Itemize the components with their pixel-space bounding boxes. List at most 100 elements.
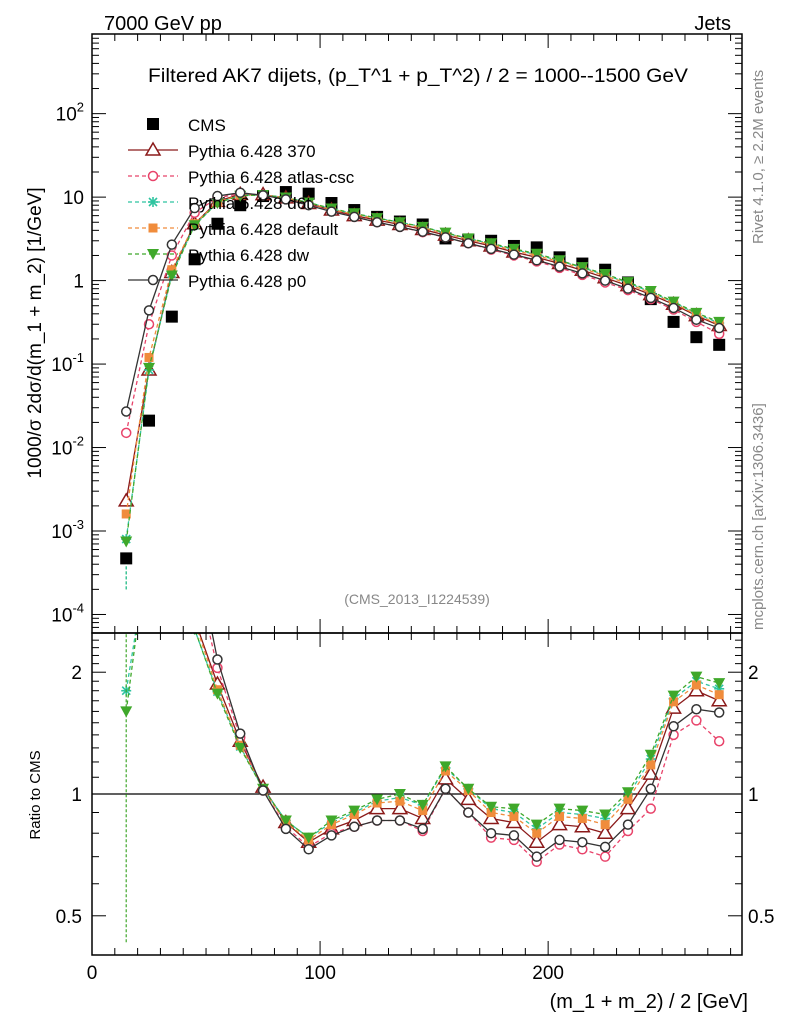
star-stroke — [148, 197, 158, 207]
ratio-point-pythia-6-428-default — [577, 813, 587, 823]
ratio-point-pythia-6-428-370 — [142, 543, 156, 555]
ratio-point-pythia-6-428-default — [646, 760, 656, 770]
main-plot-title: Filtered AK7 dijets, (p_T^1 + p_T^2) / 2… — [148, 66, 688, 87]
legend-marker — [148, 197, 158, 207]
ratio-point-pythia-6-428-dw — [143, 533, 155, 544]
ratio-point-pythia-6-428-default — [555, 811, 565, 821]
main-point-pythia-6-428-dw — [143, 362, 156, 374]
ratio-point-pythia-6-428-370 — [414, 809, 432, 825]
ratio-point-pythia-6-428-dw — [393, 789, 406, 800]
main-point-cms — [188, 253, 201, 266]
main-point-pythia-6-428-p0 — [120, 406, 132, 417]
ratio-point-pythia-6-428-p0 — [554, 834, 565, 846]
ratio-point-pythia-6-428-p0 — [190, 542, 199, 551]
ratio-point-pythia-6-428-default — [714, 690, 724, 700]
ratio-point-pythia-6-428-default — [145, 484, 154, 493]
ratio-point-pythia-6-428-d6t — [144, 545, 154, 555]
ratio-y-tick-label: 2 — [71, 663, 82, 684]
star-stroke — [168, 586, 176, 594]
ratio-point-pythia-6-428-dw — [371, 794, 384, 806]
main-point-pythia-6-428-p0 — [280, 194, 292, 205]
ratio-point-pythia-6-428-dw — [553, 803, 566, 815]
ratio-point-pythia-6-428-default — [509, 811, 519, 821]
ratio-point-pythia-6-428-dw — [644, 749, 657, 761]
main-point-pythia-6-428-p0 — [554, 261, 565, 272]
analysis-label: (CMS_2013_I1224539) — [344, 591, 490, 607]
main-point-cms — [667, 315, 680, 328]
ratio-point-pythia-6-428-370 — [391, 800, 409, 815]
legend-label: Pythia 6.428 dw — [188, 246, 310, 265]
ratio-point-pythia-6-428-370 — [188, 612, 202, 624]
main-y-axis-label: 1000/σ 2dσ/d(m_1 + m_2) [1/GeV] — [25, 187, 46, 478]
main-point-pythia-6-428-p0 — [349, 211, 360, 223]
ratio-point-pythia-6-428-p0 — [122, 79, 131, 88]
legend-marker — [147, 118, 159, 130]
ratio-point-pythia-6-428-p0 — [485, 827, 497, 839]
ratio-point-pythia-6-428-dw — [507, 803, 520, 815]
ratio-point-pythia-6-428-atlas-csc — [167, 493, 176, 502]
main-point-cms — [143, 414, 156, 427]
main-point-pythia-6-428-dw — [576, 262, 589, 274]
ratio-point-pythia-6-428-dw — [211, 688, 224, 700]
ratio-point-pythia-6-428-dw — [439, 761, 452, 773]
main-point-pythia-6-428-p0 — [371, 217, 383, 228]
source-label: mcplots.cern.ch [arXiv:1306.3436] — [750, 403, 767, 630]
main-point-cms — [211, 217, 224, 230]
ratio-point-pythia-6-428-dw — [599, 809, 612, 821]
y-tick-label: 1 — [73, 272, 84, 293]
ratio-y-tick-label: 1 — [71, 785, 82, 806]
ratio-point-pythia-6-428-p0 — [326, 830, 337, 841]
ratio-point-pythia-6-428-370 — [574, 818, 591, 833]
star-stroke — [145, 546, 153, 554]
main-point-pythia-6-428-p0 — [440, 232, 451, 243]
ratio-point-pythia-6-428-default — [669, 697, 679, 707]
category-label: Jets — [694, 13, 731, 35]
main-point-pythia-6-428-dw — [667, 296, 680, 308]
main-point-pythia-6-428-dw — [165, 270, 178, 282]
ratio-point-pythia-6-428-p0 — [577, 836, 588, 848]
ratio-point-pythia-6-428-p0 — [440, 783, 451, 795]
ratio-point-pythia-6-428-dw — [302, 832, 315, 844]
ratio-point-pythia-6-428-atlas-csc — [713, 736, 725, 747]
legend-marker — [144, 141, 162, 156]
main-point-pythia-6-428-p0 — [463, 238, 474, 249]
ratio-point-pythia-6-428-dw — [690, 671, 703, 683]
legend-label: Pythia 6.428 atlas-csc — [188, 168, 355, 187]
main-point-pythia-6-428-p0 — [143, 305, 155, 316]
ratio-point-pythia-6-428-370 — [551, 816, 568, 831]
main-point-cms — [713, 338, 726, 351]
main-point-pythia-6-428-p0 — [691, 314, 702, 325]
main-point-pythia-6-428-dw — [530, 248, 543, 260]
rivet-version-label: Rivet 4.1.0, ≥ 2.2M events — [750, 70, 767, 244]
main-point-pythia-6-428-p0 — [645, 292, 657, 304]
ratio-point-pythia-6-428-p0 — [417, 823, 428, 835]
main-point-pythia-6-428-p0 — [508, 249, 520, 260]
main-point-pythia-6-428-p0 — [599, 275, 611, 286]
ratio-point-pythia-6-428-p0 — [713, 707, 725, 718]
ratio-point-pythia-6-428-default — [623, 794, 633, 804]
main-point-pythia-6-428-dw — [621, 277, 634, 289]
ratio-point-pythia-6-428-p0 — [508, 830, 520, 841]
ratio-point-pythia-6-428-dw — [713, 678, 726, 690]
y-tick-label: 10-1 — [51, 350, 84, 376]
main-point-pythia-6-428-p0 — [189, 202, 200, 214]
tick-labels: 10-4 10-3 10-2 10-1 1 10 102 0 100 200 0.5 0.5 1 1 2 2 — [51, 100, 774, 984]
ratio-point-pythia-6-428-370 — [460, 790, 477, 806]
main-point-pythia-6-428-default — [167, 265, 177, 275]
ratio-point-pythia-6-428-dw — [576, 805, 589, 817]
ratio-point-pythia-6-428-p0 — [212, 654, 223, 665]
main-point-pythia-6-428-p0 — [417, 226, 428, 237]
y-tick-label: 10-3 — [51, 517, 84, 543]
ratio-point-pythia-6-428-p0 — [645, 783, 657, 795]
energy-label: 7000 GeV pp — [104, 13, 222, 35]
main-point-pythia-6-428-p0 — [212, 190, 223, 202]
y-tick-label: 102 — [56, 100, 84, 126]
main-point-pythia-6-428-p0 — [577, 268, 588, 279]
ratio-point-pythia-6-428-p0 — [394, 815, 406, 826]
x-tick-label: 200 — [532, 963, 564, 984]
ratio-point-pythia-6-428-p0 — [463, 807, 474, 818]
legend-label: Pythia 6.428 default — [188, 220, 339, 239]
ratio-point-pythia-6-428-dw — [416, 799, 429, 811]
ratio-point-pythia-6-428-dw — [530, 819, 543, 831]
main-point-pythia-6-428-dw — [713, 316, 726, 328]
